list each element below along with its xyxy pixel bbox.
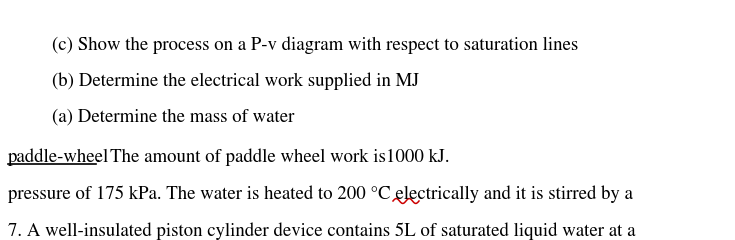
Text: (c) Show the process on a P-v diagram with respect to saturation lines: (c) Show the process on a P-v diagram wi…: [52, 36, 578, 54]
Text: 7. A well-insulated piston cylinder device contains 5L of saturated liquid water: 7. A well-insulated piston cylinder devi…: [8, 222, 636, 240]
Text: paddle-wheel: paddle-wheel: [8, 148, 110, 166]
Text: pressure of 175 kPa. The water is heated to 200 °C electrically and it is stirre: pressure of 175 kPa. The water is heated…: [8, 185, 633, 203]
Text: .  The amount of paddle wheel work is1000 kJ.: . The amount of paddle wheel work is1000…: [96, 148, 450, 166]
Text: (b) Determine the electrical work supplied in MJ: (b) Determine the electrical work suppli…: [52, 72, 419, 90]
Text: (a) Determine the mass of water: (a) Determine the mass of water: [52, 108, 295, 125]
